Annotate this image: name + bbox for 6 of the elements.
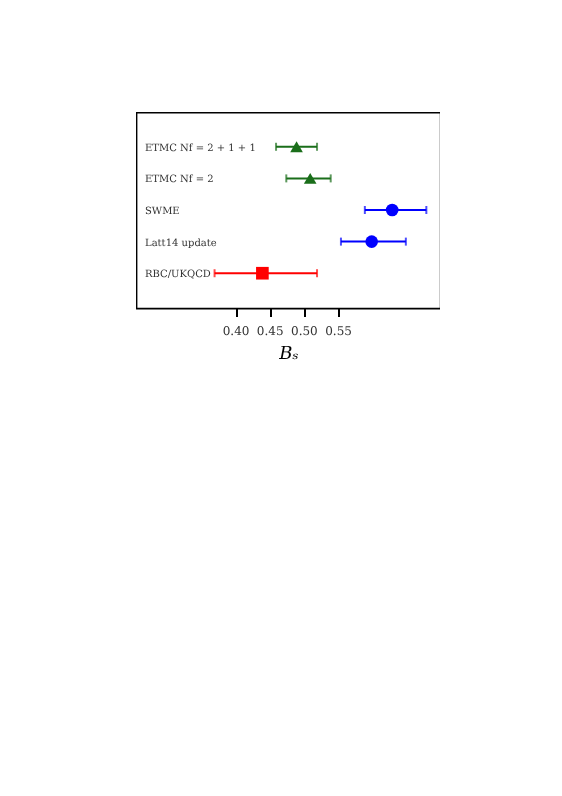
point bbox=[256, 266, 269, 280]
point bbox=[303, 172, 317, 184]
point bbox=[365, 235, 379, 248]
point bbox=[290, 141, 303, 153]
x-axis-title: Bₛ bbox=[277, 345, 299, 365]
point bbox=[385, 203, 399, 217]
